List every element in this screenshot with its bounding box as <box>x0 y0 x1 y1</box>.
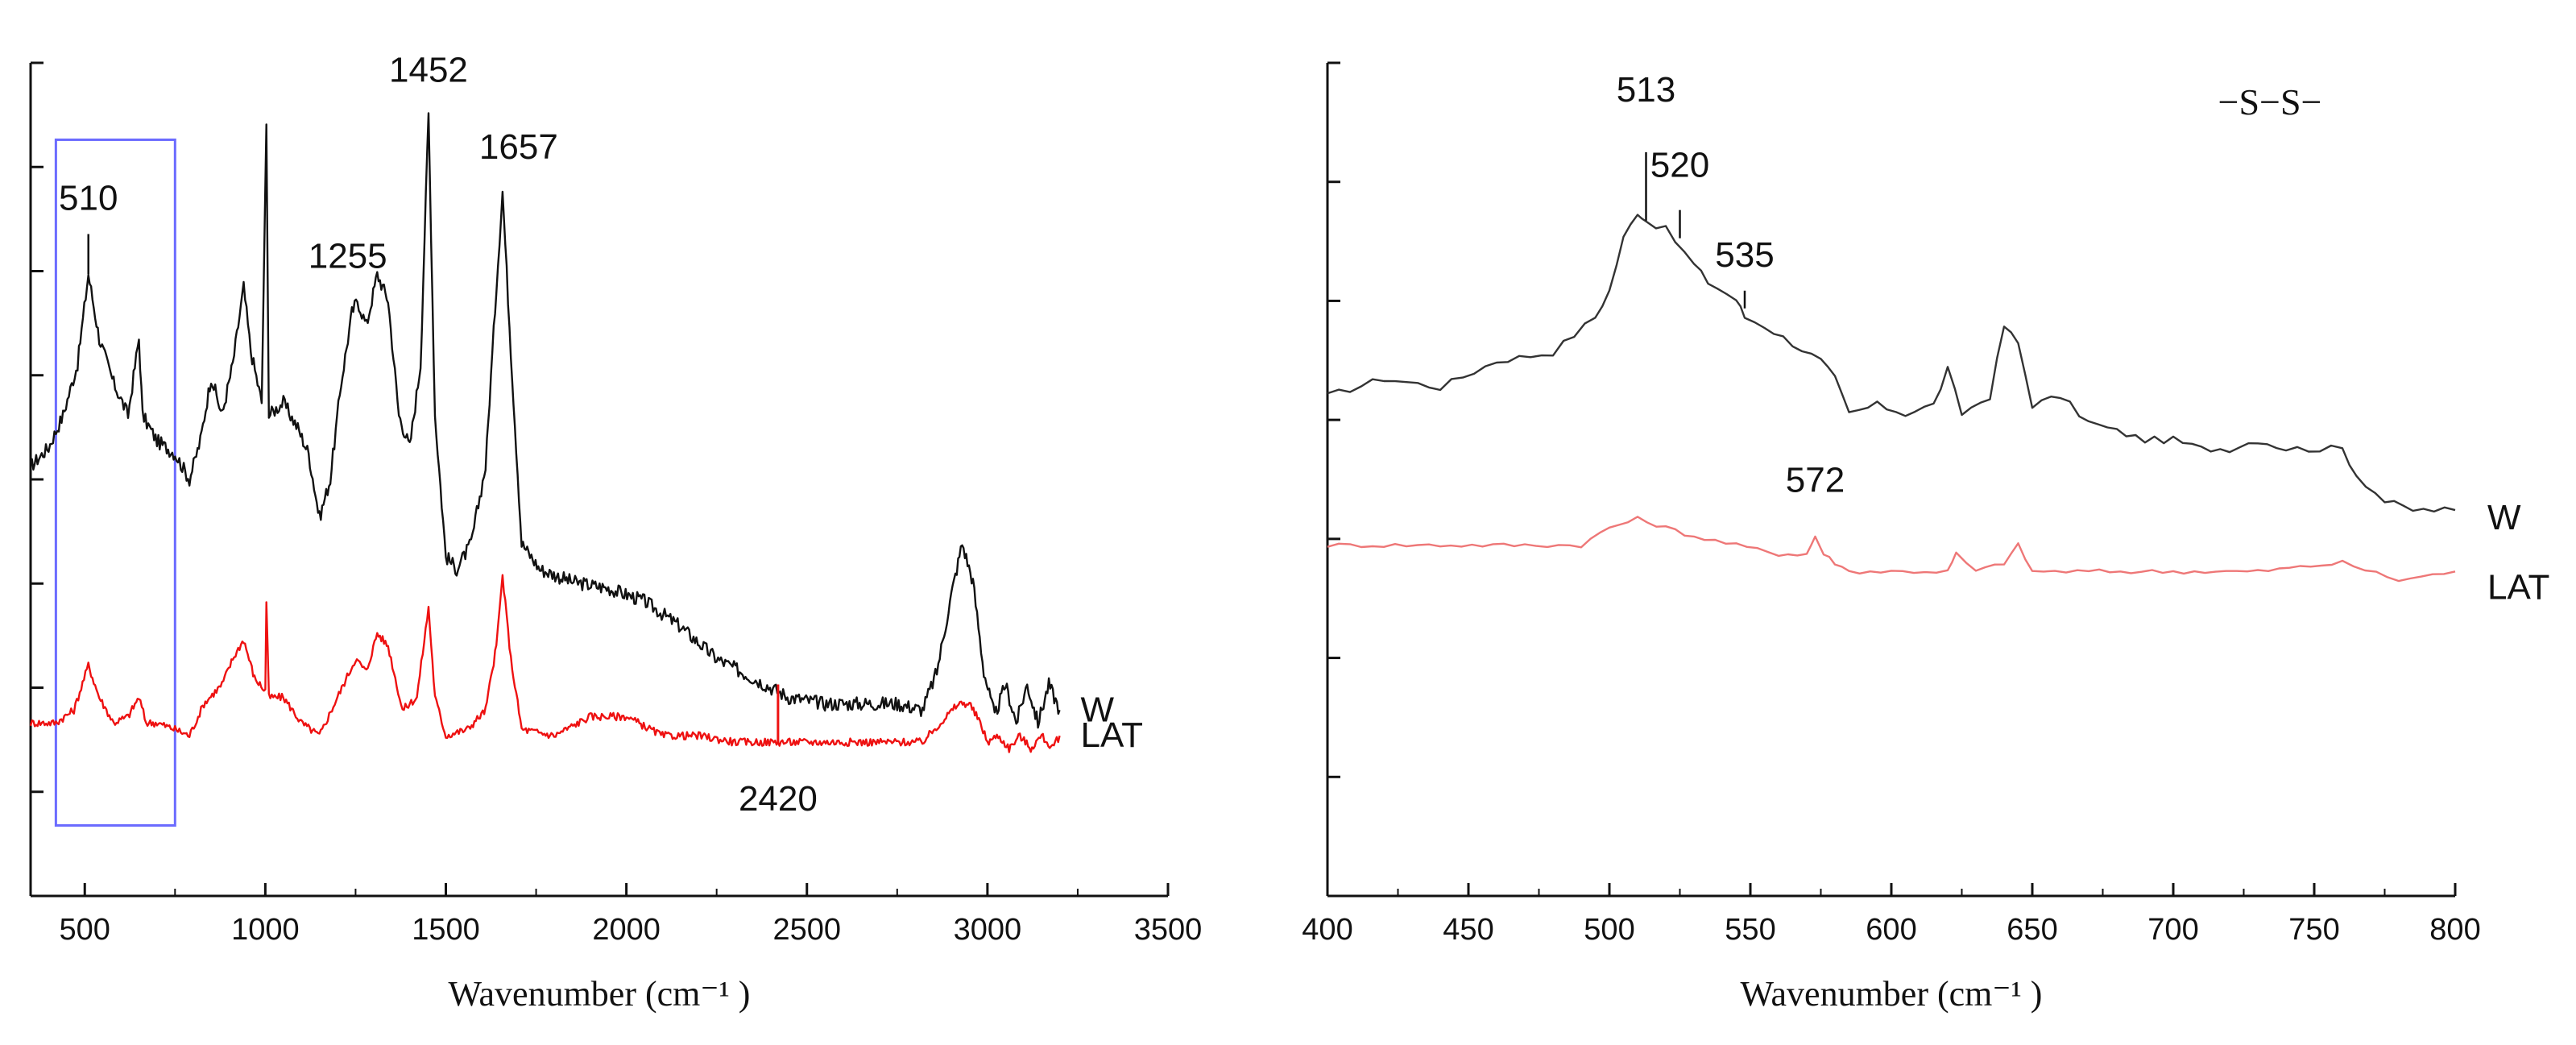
x-tick-label: 1500 <box>412 913 480 947</box>
x-tick-label: 550 <box>1725 913 1775 947</box>
peak-label-1452: 1452 <box>389 51 468 90</box>
right-series-group <box>1327 214 2456 583</box>
x-tick-label: 3500 <box>1134 913 1203 947</box>
left-spectrum-chart: 500 1000 1500 2000 2500 3000 3500 510 1452 1657 1… <box>29 51 1203 1014</box>
right-axes: 400 450 500 550 600 650 700 750 800 <box>1302 61 2481 947</box>
series-label-lat: LAT <box>2487 567 2549 607</box>
x-tick-label: 500 <box>1584 913 1634 947</box>
peak-label-520: 520 <box>1650 146 1709 185</box>
right-series-labels: W LAT <box>2487 498 2549 607</box>
x-tick-label: 450 <box>1443 913 1493 947</box>
right-x-axis-label: Wavenumber (cm⁻¹ ) <box>1741 974 2043 1014</box>
x-tick-label: 800 <box>2429 913 2480 947</box>
peak-label-2420: 2420 <box>739 779 818 819</box>
disulfide-bond-title: −S−S− <box>2218 81 2322 122</box>
x-tick-label: 3000 <box>954 913 1022 947</box>
series-line-w <box>1327 214 2456 513</box>
series-line-lat <box>1327 516 2456 583</box>
x-tick-label: 650 <box>2007 913 2057 947</box>
x-tick-label: 600 <box>1866 913 1916 947</box>
series-line-w <box>30 112 1061 729</box>
left-axes: 500 1000 1500 2000 2500 3000 3500 <box>29 61 1203 947</box>
left-series-group <box>29 112 1061 753</box>
peak-label-513: 513 <box>1617 70 1675 110</box>
left-x-axis-label: Wavenumber (cm⁻¹ ) <box>449 974 751 1014</box>
peak-label-510: 510 <box>59 178 118 218</box>
left-annotations: 510 1452 1657 1255 2420 <box>59 51 818 819</box>
x-tick-label: 500 <box>60 913 110 947</box>
peak-label-535: 535 <box>1715 235 1774 275</box>
x-tick-label: 2000 <box>592 913 661 947</box>
series-label-w: W <box>1081 690 1115 729</box>
x-tick-label: 700 <box>2147 913 2198 947</box>
right-annotations: 513 520 535 572 <box>1617 70 1845 500</box>
series-label-lat: LAT <box>1081 715 1143 755</box>
x-tick-label: 2500 <box>772 913 841 947</box>
x-tick-label: 1000 <box>231 913 300 947</box>
series-line-lat <box>29 574 1061 753</box>
peak-label-1255: 1255 <box>309 236 387 276</box>
highlight-box-510-region <box>54 138 176 827</box>
peak-label-572: 572 <box>1786 461 1845 500</box>
peak-label-1657: 1657 <box>479 127 558 167</box>
series-label-w: W <box>2487 498 2521 537</box>
right-spectrum-chart: 400 450 500 550 600 650 700 750 800 513 520 535 572… <box>1302 61 2549 1014</box>
x-tick-label: 750 <box>2288 913 2339 947</box>
x-tick-label: 400 <box>1302 913 1352 947</box>
